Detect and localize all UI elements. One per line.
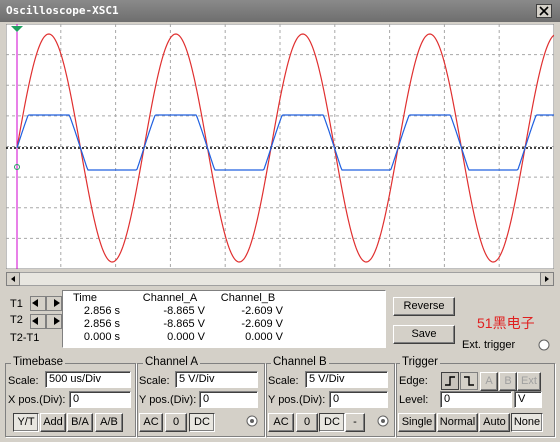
scroll-arrows (6, 272, 554, 286)
trigger-group (396, 363, 555, 437)
readout-value: 0.000 V (167, 331, 205, 343)
label: Y pos.(Div): (268, 394, 326, 406)
readout-value: -2.609 V (241, 305, 283, 317)
label: Scale: (8, 375, 39, 387)
toggle-button[interactable]: Single (398, 413, 436, 432)
label: Edge: (399, 375, 428, 387)
label: Scale: (268, 375, 299, 387)
channel-a-group (137, 363, 265, 437)
source-button[interactable]: A (480, 372, 498, 391)
toggle-button[interactable]: - (345, 413, 365, 432)
label: Scale: (139, 375, 170, 387)
toggle-button[interactable]: Y/T (13, 413, 39, 432)
toggle-button[interactable]: DC (319, 413, 345, 432)
toggle-button[interactable]: DC (189, 413, 215, 432)
label: Y pos.(Div): (139, 394, 197, 406)
ypos-input[interactable]: 0 (329, 391, 388, 408)
ypos-input[interactable]: 0 (199, 391, 258, 408)
readout-box (62, 290, 386, 348)
group-title: Timebase (11, 356, 66, 368)
toggle-button[interactable]: 0 (296, 413, 318, 432)
scale-input[interactable]: 500 us/Div (45, 371, 131, 388)
cursor-handle (11, 26, 23, 32)
cursor-label: T1 (10, 298, 23, 310)
source-button[interactable]: Ext (517, 372, 541, 391)
save-button[interactable]: Save (393, 325, 455, 344)
toggle-button[interactable]: Normal (437, 413, 478, 432)
trace-b (16, 114, 554, 171)
readout-value: -8.865 V (163, 305, 205, 317)
ground-terminal[interactable] (376, 414, 390, 428)
source-button[interactable]: B (499, 372, 517, 391)
cursor-label: T2-T1 (10, 332, 40, 344)
scale-input[interactable]: 5 V/Div (175, 371, 258, 388)
ext-trigger-label: Ext. trigger (462, 339, 516, 351)
reverse-button[interactable]: Reverse (393, 297, 455, 316)
toggle-button[interactable]: None (511, 413, 543, 432)
level-unit[interactable]: V (514, 391, 542, 408)
title-bar (0, 0, 560, 22)
group-title: Channel A (143, 356, 201, 368)
channel-b-group (266, 363, 395, 437)
xpos-input[interactable]: 0 (69, 391, 131, 408)
scale-input[interactable]: 5 V/Div (305, 371, 388, 388)
readout-value: 2.856 s (83, 318, 120, 330)
close-button[interactable] (536, 4, 552, 18)
toggle-button[interactable]: 0 (165, 413, 187, 432)
readout-value: -2.609 V (241, 318, 283, 330)
ground-terminal[interactable] (245, 414, 259, 428)
scope-screen (6, 24, 554, 269)
cursor-marker (14, 164, 20, 170)
toggle-button[interactable]: B/A (67, 413, 93, 432)
ext-trigger-terminal[interactable] (537, 338, 551, 352)
toggle-button[interactable]: AC (268, 413, 294, 432)
column-header: Channel_B (220, 292, 276, 304)
readout-value: 0.000 V (245, 331, 283, 343)
timebase-group (5, 363, 136, 437)
trace-a (16, 33, 554, 263)
level-input[interactable]: 0 (440, 391, 512, 408)
label: X pos.(Div): (8, 394, 66, 406)
readout-value: 2.856 s (83, 305, 120, 317)
cursor-label: T2 (10, 314, 23, 326)
toggle-button[interactable]: AC (139, 413, 163, 432)
toggle-button[interactable]: A/B (95, 413, 123, 432)
toggle-button[interactable]: Add (40, 413, 66, 432)
readout-value: 0.000 s (83, 331, 120, 343)
readout-value: -8.865 V (163, 318, 205, 330)
group-title: Channel B (271, 356, 329, 368)
window-title: Oscilloscope-XSC1 (6, 4, 119, 17)
group-title: Trigger (400, 356, 440, 368)
toggle-button[interactable]: Auto (479, 413, 510, 432)
column-header: Time (72, 292, 98, 304)
watermark: 51黑电子 (477, 315, 535, 331)
edge-buttons[interactable] (441, 372, 479, 390)
column-header: Channel_A (142, 292, 198, 304)
label: Level: (399, 394, 429, 406)
cursor-arrows[interactable] (30, 296, 64, 332)
